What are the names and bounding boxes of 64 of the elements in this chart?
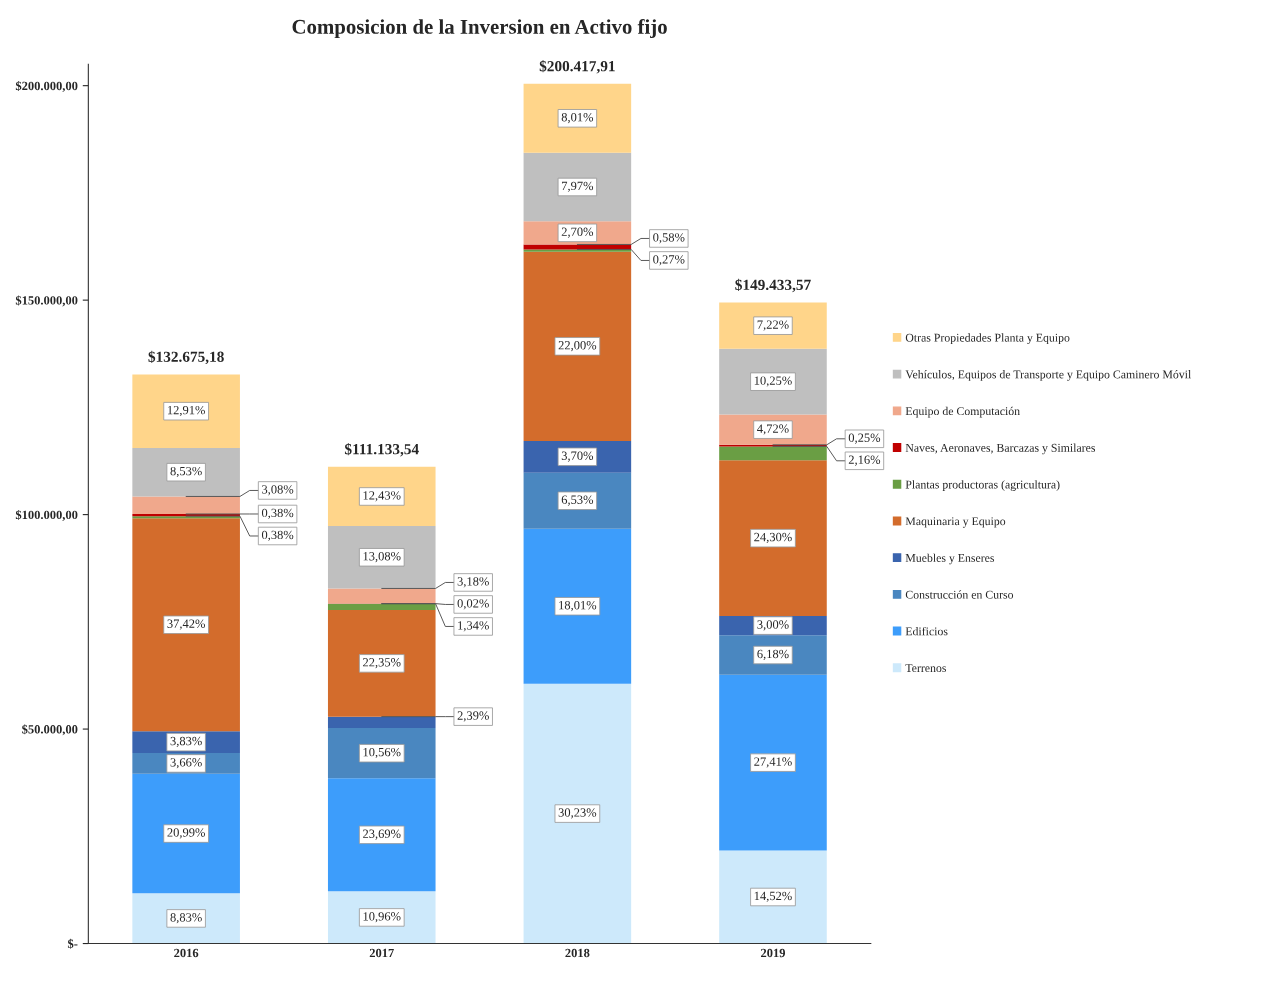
annotation: 2,70%: [561, 227, 594, 238]
legend-label: Edificios: [905, 626, 948, 636]
legend-label: Naves, Aeronaves, Barcazas y Similares: [905, 443, 1096, 455]
annotation: 3,66%: [170, 758, 202, 769]
legend-label: Muebles y Enseres: [905, 553, 995, 565]
legend-label: Otras Propiedades Planta y Equipo: [905, 333, 1070, 345]
annotation: 0,58%: [653, 233, 685, 244]
x-tick-label: 2019: [761, 948, 786, 958]
total-label: $132.675,18: [148, 350, 224, 365]
annotation: 3,18%: [457, 577, 489, 588]
annotation: 12,91%: [167, 405, 205, 417]
annotation: 0,38%: [261, 508, 294, 519]
annotation: 30,23%: [558, 808, 597, 819]
annotation: 10,96%: [363, 912, 401, 923]
annotation: 2,16%: [848, 455, 881, 466]
annotation: 10,56%: [363, 747, 401, 759]
x-tick-label: 2016: [174, 948, 199, 958]
annotation: 20,99%: [167, 828, 205, 839]
annotation: 4,72%: [757, 424, 789, 435]
y-tick-label: $-: [67, 938, 78, 949]
annotation: 8,83%: [170, 913, 202, 924]
annotation: 3,00%: [757, 620, 789, 631]
annotation: 22,00%: [558, 341, 597, 352]
annotation: 6,18%: [757, 649, 789, 660]
chart-title: Composicion de la Inversion en Activo fijo: [292, 19, 667, 39]
annotation: 18,01%: [559, 600, 597, 612]
annotation: 0,27%: [653, 255, 685, 266]
y-tick-label: $200.000,00: [15, 80, 78, 92]
annotation: 22,35%: [363, 658, 401, 669]
y-tick-label: $50.000,00: [22, 724, 78, 736]
annotation: 0,38%: [261, 530, 294, 541]
annotation: 0,02%: [457, 599, 489, 610]
annotation: 1,34%: [458, 621, 489, 632]
legend-label: Plantas productoras (agricultura): [905, 480, 1060, 491]
annotation: 3,83%: [170, 736, 202, 748]
y-tick-label: $150.000,00: [15, 295, 78, 307]
annotation: 7,97%: [562, 181, 594, 192]
x-tick-label: 2017: [369, 948, 394, 958]
legend-label: Vehículos, Equipos de Transporte y Equipo Caminero Móvil: [905, 370, 1192, 381]
annotation: 0,25%: [848, 433, 881, 444]
annotation: 8,53%: [170, 466, 202, 478]
annotation: 3,70%: [561, 451, 594, 462]
total-label: $111.133,54: [344, 443, 419, 457]
annotation: 37,42%: [167, 619, 205, 630]
annotation: 6,53%: [561, 495, 594, 506]
annotation: 24,30%: [754, 532, 792, 544]
annotation: 10,25%: [754, 376, 792, 387]
annotation: 27,41%: [754, 757, 792, 768]
annotation: 8,01%: [561, 113, 594, 124]
x-tick-label: 2018: [565, 948, 590, 958]
legend-label: Maquinaria y Equipo: [905, 517, 1006, 528]
annotation: 12,43%: [363, 491, 401, 502]
annotation: 14,52%: [754, 891, 792, 902]
annotation: 7,22%: [757, 320, 789, 331]
legend-label: Equipo de Computación: [905, 406, 1020, 418]
y-tick-label: $100.000,00: [15, 509, 78, 521]
total-label: $200.417,91: [539, 60, 615, 74]
legend-label: Construcción en Curso: [905, 590, 1014, 599]
annotation: 3,08%: [262, 485, 294, 496]
annotation: 23,69%: [363, 829, 401, 840]
annotation: 2,39%: [457, 711, 489, 722]
total-label: $149.433,57: [735, 278, 811, 293]
annotation: 13,08%: [363, 551, 401, 563]
legend-label: Terrenos: [905, 664, 947, 672]
